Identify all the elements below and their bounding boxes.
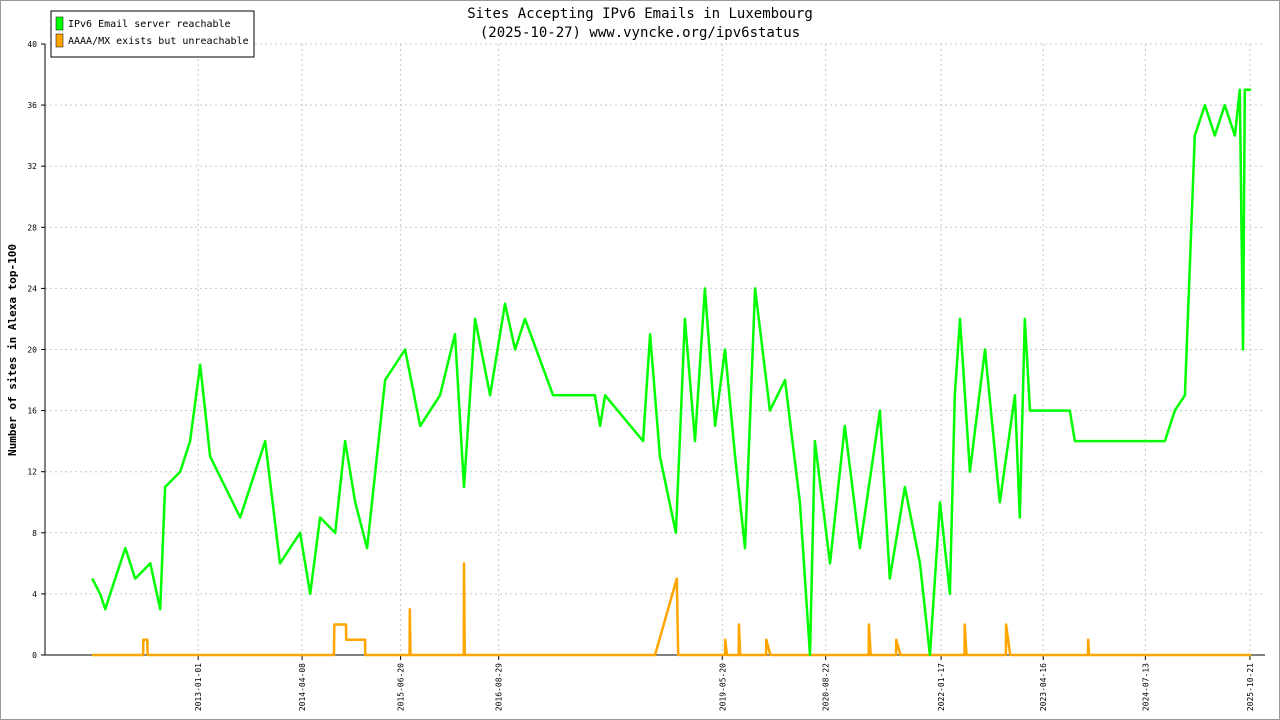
y-tick-label: 12 bbox=[27, 468, 37, 477]
y-tick-label: 24 bbox=[27, 284, 37, 293]
x-tick-label: 2025-10-21 bbox=[1246, 663, 1255, 711]
y-tick-label: 36 bbox=[27, 101, 37, 110]
series-line bbox=[91, 88, 1252, 657]
y-tick-label: 32 bbox=[27, 162, 37, 171]
legend-swatch bbox=[55, 16, 64, 31]
y-tick-label: 28 bbox=[27, 223, 37, 232]
x-tick-label: 2013-01-01 bbox=[194, 663, 203, 711]
y-tick-label: 20 bbox=[27, 346, 37, 355]
x-tick-label: 2019-05-20 bbox=[718, 663, 727, 711]
chart-title: Sites Accepting IPv6 Emails in Luxembour… bbox=[467, 6, 813, 22]
legend-label: IPv6 Email server reachable bbox=[68, 19, 231, 30]
y-tick-label: 8 bbox=[32, 529, 37, 538]
chart-subtitle: (2025-10-27) www.vyncke.org/ipv6status bbox=[480, 25, 800, 41]
x-tick-label: 2016-08-29 bbox=[495, 663, 504, 711]
y-tick-label: 16 bbox=[27, 407, 37, 416]
legend-label: AAAA/MX exists but unreachable bbox=[68, 36, 249, 47]
legend-swatch bbox=[55, 33, 64, 48]
y-axis-label: Number of sites in Alexa top-100 bbox=[6, 244, 19, 456]
x-tick-label: 2015-06-20 bbox=[397, 663, 406, 711]
x-tick-label: 2022-01-17 bbox=[937, 663, 946, 711]
y-tick-label: 40 bbox=[27, 40, 37, 49]
y-tick-label: 4 bbox=[32, 590, 37, 599]
legend-box bbox=[50, 10, 255, 58]
x-tick-label: 2024-07-13 bbox=[1141, 663, 1150, 711]
y-tick-label: 0 bbox=[32, 651, 37, 660]
x-tick-label: 2014-04-08 bbox=[298, 663, 307, 711]
x-tick-label: 2020-08-22 bbox=[822, 663, 831, 711]
series-line bbox=[92, 562, 1252, 657]
x-tick-label: 2023-04-16 bbox=[1039, 663, 1048, 711]
